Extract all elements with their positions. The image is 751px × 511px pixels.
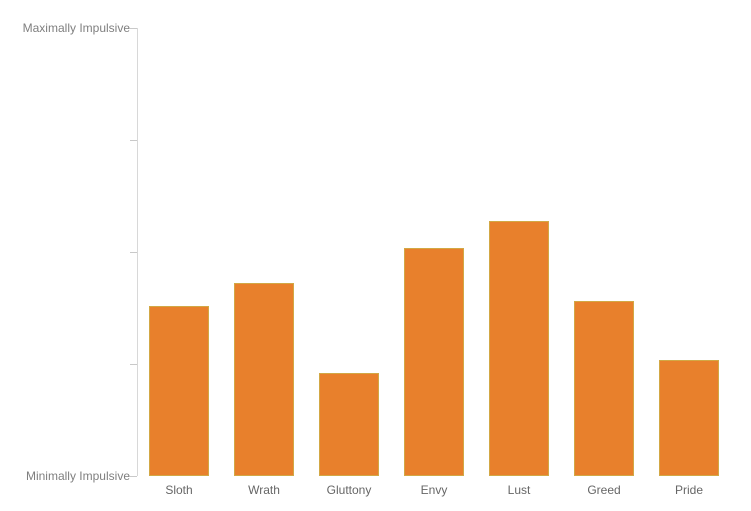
y-axis-tick xyxy=(130,252,137,253)
y-axis-tick xyxy=(130,476,137,477)
y-axis-max-label: Maximally Impulsive xyxy=(22,21,130,35)
bar-pride xyxy=(659,360,719,476)
bar-lust xyxy=(489,221,549,476)
x-axis-label-lust: Lust xyxy=(507,483,531,497)
x-axis-label-gluttony: Gluttony xyxy=(326,483,372,497)
bar-envy xyxy=(404,248,464,476)
bar-wrath xyxy=(234,283,294,476)
x-axis-label-wrath: Wrath xyxy=(248,483,280,497)
y-axis-tick xyxy=(130,364,137,365)
bar-greed xyxy=(574,301,634,476)
bar-sloth xyxy=(149,306,209,476)
y-axis-line xyxy=(137,28,138,476)
x-axis-label-greed: Greed xyxy=(587,483,621,497)
x-axis-label-envy: Envy xyxy=(420,483,448,497)
y-axis-min-label: Minimally Impulsive xyxy=(25,469,130,483)
bar-gluttony xyxy=(319,373,379,476)
x-axis-label-pride: Pride xyxy=(674,483,703,497)
y-axis-tick xyxy=(130,140,137,141)
x-axis-label-sloth: Sloth xyxy=(165,483,193,497)
y-axis-tick xyxy=(130,28,137,29)
